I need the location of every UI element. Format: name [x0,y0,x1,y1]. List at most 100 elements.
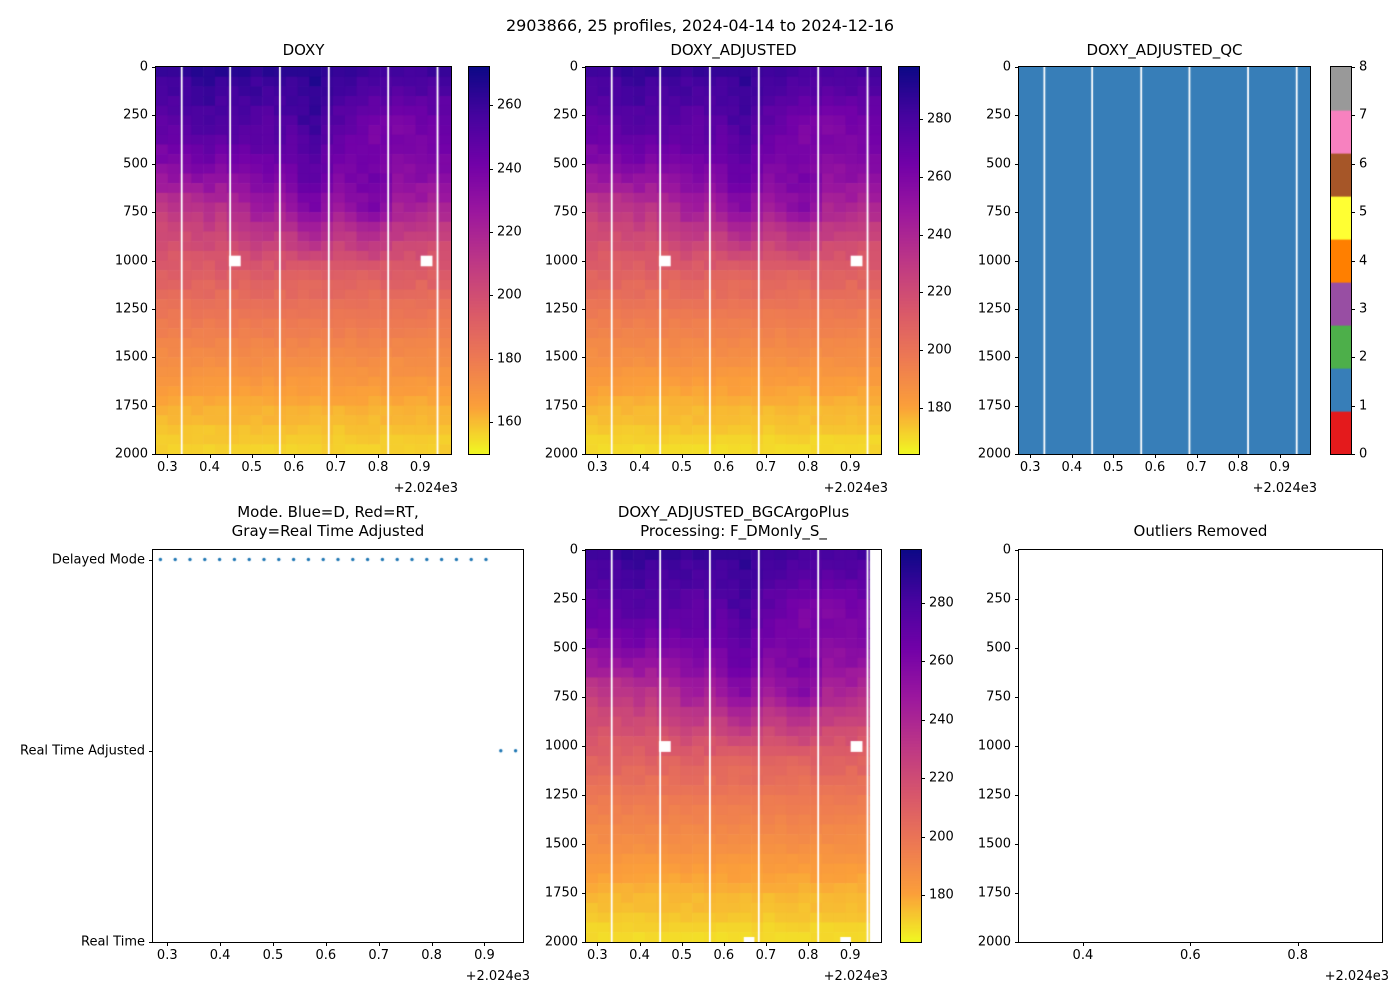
y-tick-mark [1015,599,1019,600]
x-tick-mark [378,942,380,946]
y-tick-mark [1015,550,1019,551]
panel-title-doxy-adjusted-qc: DOXY_ADJUSTED_QC [1086,41,1243,59]
colorbar-tick-mark [1351,357,1355,359]
colorbar-tick-label: 1 [1359,398,1368,414]
x-tick-label: 0.7 [325,460,347,475]
heatmap-doxy-adjusted: 0.3 0.4 0.5 0.6 0.7 0.8 0.9 0 250 500 750 1000 1250 1… [545,60,882,475]
y-tick-label: 750 [553,689,578,705]
x-tick-mark [639,942,641,946]
y-tick-label: 250 [553,591,578,607]
colorbar-tick-mark [1351,260,1355,262]
colorbar-tick-label: 180 [497,351,522,367]
y-tick-mark [1015,260,1019,262]
plot-outliers-removed: 0.4 0.6 0.8 0 250 500 750 1000 1250 1500 1750 2000 [978,543,1383,963]
y-tick-mark [1015,648,1019,649]
x-tick-mark [272,942,274,946]
colorbar-tick-label: 2 [1359,349,1368,365]
colorbar-tick-label: 260 [929,653,954,669]
colorbar-tick-label: 7 [1359,107,1368,123]
y-tick-label: 2000 [544,934,578,950]
colorbar-tick-mark [921,778,925,780]
x-tick-label: 0.4 [1072,948,1094,963]
y-tick-label: 0 [569,542,578,558]
x-tick-label: 0.5 [262,948,284,963]
colorbar-tick-label: 240 [497,161,522,176]
colorbar-tick-mark [489,295,493,297]
y-tick-label: 1500 [977,349,1011,365]
y-tick-mark [1015,115,1019,117]
y-tick-label: 1750 [544,398,578,414]
y-tick-label: 1000 [977,253,1011,268]
y-tick-mark [1015,893,1019,894]
y-tick-mark [582,942,586,943]
x-tick-label: 0.9 [839,948,861,963]
x-tick-label: 0.8 [797,460,819,475]
y-tick-label: 1000 [977,738,1011,754]
doxy-canvas [156,67,451,454]
y-tick-mark [582,357,586,359]
colorbar-tick-label: 240 [929,712,954,728]
x-tick-mark [850,942,852,946]
y-tick-label: 500 [553,156,578,172]
y-tick-label: 2000 [114,446,148,462]
y-tick-mark [582,893,586,894]
panel-title-doxy-adjusted: DOXY_ADJUSTED [670,41,797,59]
colorbar-tick-mark [919,292,923,294]
colorbar-tick-label: 280 [929,595,954,611]
y-tick-label: 2000 [977,446,1011,462]
y-tick-label: 1750 [114,398,148,414]
y-tick-label: 0 [1002,59,1011,75]
x-tick-mark [639,454,641,458]
x-tick-mark [420,454,422,458]
x-tick-mark [1297,942,1299,946]
x-tick-mark [723,942,725,946]
y-tick-mark [582,115,586,117]
x-tick-label: 0.7 [1186,460,1207,475]
y-tick-mark [582,454,586,455]
panel-title-bgc: DOXY_ADJUSTED_BGCArgoPlus Processing: F_… [585,503,882,541]
x-tick-mark [597,454,599,458]
x-tick-mark [1082,942,1084,946]
x-tick-label: 0.5 [671,460,692,475]
y-tick-mark [582,844,586,845]
panel-title-mode: Mode. Blue=D, Red=RT, Gray=Real Time Adj… [132,503,524,541]
x-tick-mark [808,942,810,946]
x-axis-offset-label: +2.024e3 [393,481,458,496]
y-tick-mark [1015,212,1019,214]
x-tick-mark [1279,454,1281,458]
x-tick-label: 0.4 [209,948,231,963]
colorbar-tick-label: 180 [929,887,954,903]
colorbar-tick-label: 3 [1359,301,1368,317]
panel-title-line: Mode. Blue=D, Red=RT, [237,503,419,521]
x-axis-offset-label: +2.024e3 [465,969,530,984]
x-tick-label: 0.3 [157,460,178,475]
x-tick-mark [597,942,599,946]
x-tick-label: 0.4 [629,948,650,963]
doxy_adjusted_qc-canvas [1019,67,1310,454]
x-tick-mark [1196,454,1198,458]
colorbar-tick-mark [1351,212,1355,214]
x-tick-label: 0.5 [241,460,262,475]
x-tick-mark [1154,454,1156,458]
y-category-label: Delayed Mode [51,552,145,568]
y-tick-mark [1015,357,1019,359]
y-tick-label: 0 [139,59,148,75]
y-tick-label: 500 [123,156,148,172]
x-tick-mark [167,454,169,458]
y-tick-mark [1015,405,1019,407]
x-tick-mark [220,942,222,946]
y-tick-label: 750 [553,204,578,220]
colorbar-tick-mark [921,719,925,721]
y-tick-mark [152,260,156,262]
colorbar-tick-mark [1351,454,1355,455]
y-tick-mark [1015,697,1019,698]
y-tick-mark [582,648,586,649]
y-tick-label: 2000 [544,446,578,462]
x-tick-mark [167,942,169,946]
colorbar-tick-mark [1351,115,1355,117]
y-tick-mark [152,67,156,68]
x-tick-label: 0.3 [587,460,608,475]
doxy_adjusted-canvas [586,67,881,454]
x-tick-label: 0.5 [671,948,692,963]
colorbar-tick-label: 220 [927,284,952,300]
